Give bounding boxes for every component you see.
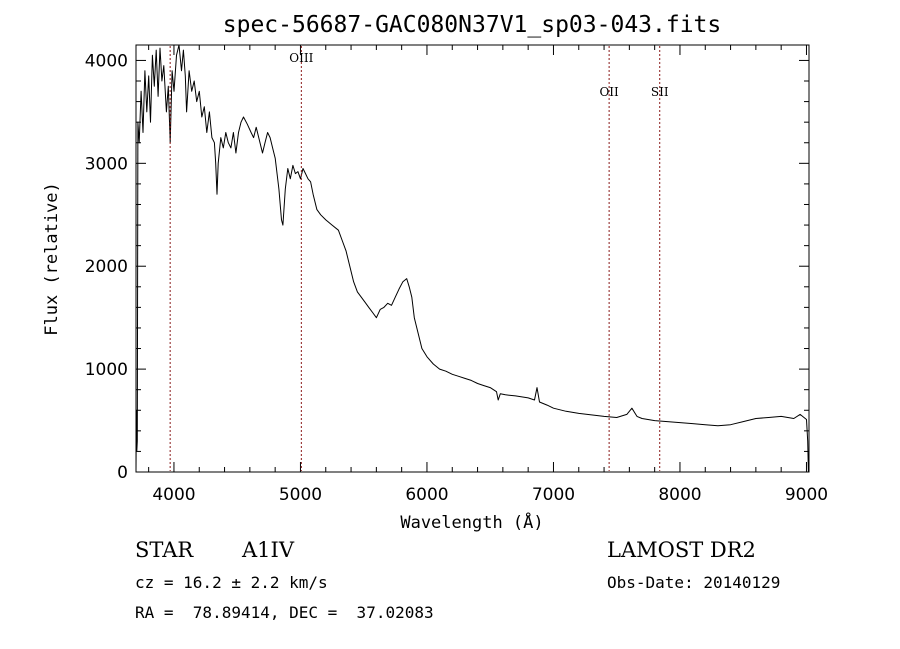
x-tick-label: 7000: [532, 485, 575, 505]
x-tick-label: 6000: [405, 485, 448, 505]
y-tick-label: 3000: [85, 154, 128, 174]
y-tick-label: 2000: [85, 257, 128, 277]
plot-frame: [135, 44, 810, 473]
x-tick-label: 8000: [658, 485, 701, 505]
chart-title: spec-56687-GAC080N37V1_sp03-043.fits: [223, 12, 722, 38]
y-tick-label: 1000: [85, 360, 128, 380]
x-axis-label: Wavelength (Å): [400, 511, 543, 533]
observation-date: Obs-Date: 20140129: [607, 573, 781, 592]
emission-line-label: SII: [651, 85, 669, 99]
coordinates: RA = 78.89414, DEC = 37.02083: [135, 603, 434, 622]
redshift-cz: cz = 16.2 ± 2.2 km/s: [135, 573, 328, 592]
x-tick-label: 9000: [785, 485, 828, 505]
emission-line-label: OIII: [289, 51, 313, 65]
x-tick-label: 5000: [279, 485, 322, 505]
spectral-subclass: A1IV: [242, 538, 294, 562]
survey-name: LAMOST DR2: [607, 538, 756, 562]
emission-line-label: OII: [599, 85, 619, 99]
spectrum-line: [135, 44, 809, 473]
y-tick-label: 0: [117, 463, 128, 483]
object-type: STAR: [135, 538, 194, 562]
y-tick-label: 4000: [85, 51, 128, 71]
y-axis-label: Flux (relative): [42, 182, 62, 336]
x-tick-label: 4000: [152, 485, 195, 505]
